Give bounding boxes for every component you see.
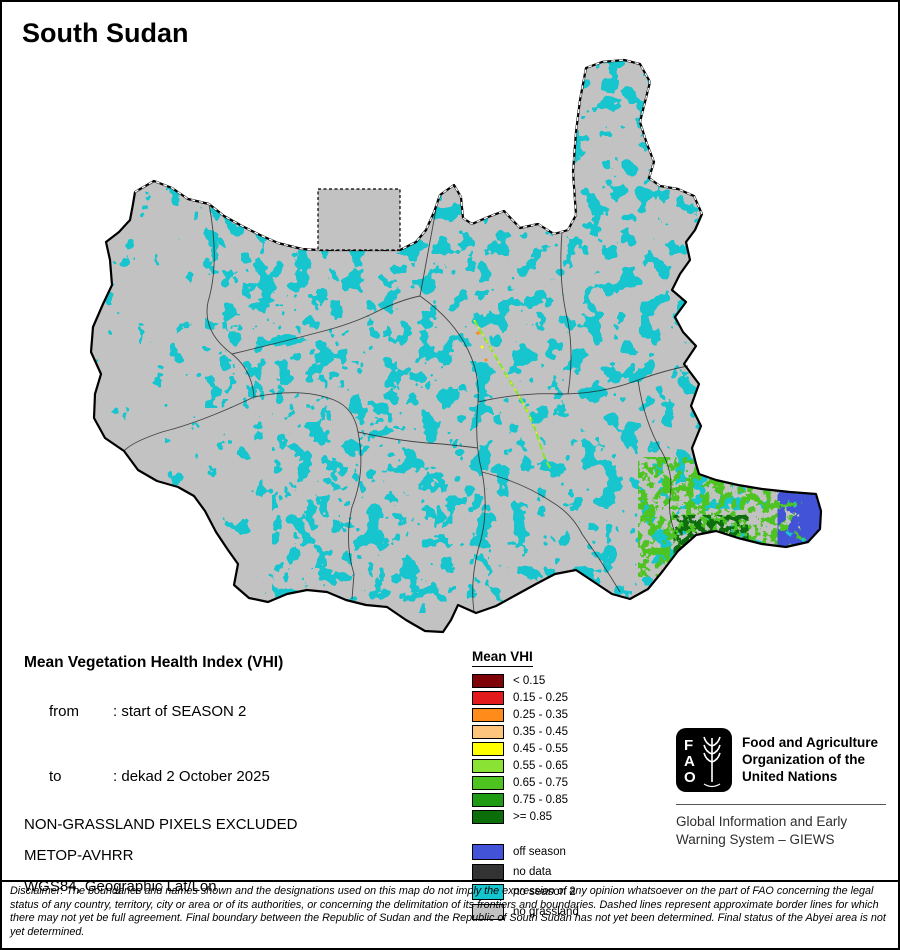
from-value: : start of SEASON 2 <box>113 703 247 720</box>
approximate-border-dashes <box>134 59 703 251</box>
info-excluded-line: NON-GRASSLAND PIXELS EXCLUDED <box>24 816 298 833</box>
giews-line1: Global Information and Early <box>676 814 848 829</box>
legend-row: 0.15 - 0.25 <box>472 690 579 705</box>
fao-org-line1: Food and Agriculture <box>742 735 878 750</box>
legend-extra-classes: off season no data no season 2 no grassl… <box>472 843 579 920</box>
legend-row: off season <box>472 843 579 860</box>
svg-text:O: O <box>684 769 696 786</box>
legend-swatch <box>472 690 504 705</box>
from-label: from <box>49 703 80 720</box>
legend-label: >= 0.85 <box>513 810 553 823</box>
svg-text:A: A <box>684 753 695 770</box>
legend-swatch <box>472 863 504 880</box>
info-to-line: to : dekad 2 October 2025 <box>24 751 444 802</box>
giews-name: Global Information and Early Warning Sys… <box>676 813 888 849</box>
info-projection-line: WGS84, Geographic Lat/Lon <box>24 878 217 895</box>
map-info-block: Mean Vegetation Health Index (VHI) from:… <box>24 654 444 909</box>
to-value: : dekad 2 October 2025 <box>113 768 270 785</box>
legend-swatch <box>472 758 504 773</box>
legend-swatch <box>472 707 504 722</box>
legend-row: 0.35 - 0.45 <box>472 724 579 739</box>
legend-label: 0.55 - 0.65 <box>513 759 568 772</box>
legend-row: 0.45 - 0.55 <box>472 741 579 756</box>
legend-swatch <box>472 741 504 756</box>
legend: Mean VHI < 0.15 0.15 - 0.25 0.25 - 0.35 … <box>472 648 579 924</box>
fao-org-line2: Organization of the <box>742 752 865 767</box>
legend-row: < 0.15 <box>472 673 579 688</box>
legend-swatch <box>472 843 504 860</box>
to-label: to <box>49 768 62 785</box>
legend-label: 0.75 - 0.85 <box>513 793 568 806</box>
svg-text:F: F <box>684 737 693 754</box>
fao-block: F A O Food and Agriculture Organization … <box>676 728 888 849</box>
legend-label: no grassland <box>513 905 579 918</box>
legend-swatch <box>472 673 504 688</box>
page-title: South Sudan <box>22 18 189 48</box>
info-heading: Mean Vegetation Health Index (VHI) <box>24 654 284 671</box>
vhi-speckle-overlay <box>92 60 821 592</box>
legend-label: 0.15 - 0.25 <box>513 691 568 704</box>
legend-title: Mean VHI <box>472 649 533 667</box>
wheat-ear-icon <box>703 736 721 788</box>
legend-label: no data <box>513 865 552 878</box>
fao-org-line3: United Nations <box>742 769 838 784</box>
legend-row: no grassland <box>472 903 579 920</box>
legend-label: 0.25 - 0.35 <box>513 708 568 721</box>
legend-row: 0.75 - 0.85 <box>472 792 579 807</box>
legend-row: no data <box>472 863 579 880</box>
info-sensor-line: METOP-AVHRR <box>24 847 134 864</box>
legend-swatch <box>472 809 504 824</box>
legend-swatch <box>472 775 504 790</box>
legend-label: 0.65 - 0.75 <box>513 776 568 789</box>
legend-label: < 0.15 <box>513 674 546 687</box>
legend-row: 0.55 - 0.65 <box>472 758 579 773</box>
country-outline <box>89 58 823 634</box>
legend-label: off season <box>513 845 566 858</box>
disclaimer-text: Disclaimer: The boundaries and names sho… <box>2 880 898 948</box>
legend-row: 0.25 - 0.35 <box>472 707 579 722</box>
vhi-blue-cluster <box>782 488 821 548</box>
legend-swatch <box>472 724 504 739</box>
fao-org-name: Food and Agriculture Organization of the… <box>742 728 878 785</box>
fao-logo-icon: F A O <box>676 728 732 792</box>
abyei-dashed-box <box>317 188 401 251</box>
fao-divider <box>676 804 886 805</box>
legend-row: no season 2 <box>472 883 579 900</box>
legend-label: 0.35 - 0.45 <box>513 725 568 738</box>
legend-label: 0.45 - 0.55 <box>513 742 568 755</box>
giews-line2: Warning System – GIEWS <box>676 832 835 847</box>
legend-swatch <box>472 883 504 900</box>
legend-row: >= 0.85 <box>472 809 579 824</box>
nile-vegetation-streak <box>473 319 553 471</box>
south-sudan-map <box>89 58 823 634</box>
legend-row: 0.65 - 0.75 <box>472 775 579 790</box>
legend-label: no season 2 <box>513 885 576 898</box>
legend-swatch <box>472 792 504 807</box>
info-from-line: from : start of SEASON 2 <box>24 686 444 737</box>
legend-swatch <box>472 903 504 920</box>
